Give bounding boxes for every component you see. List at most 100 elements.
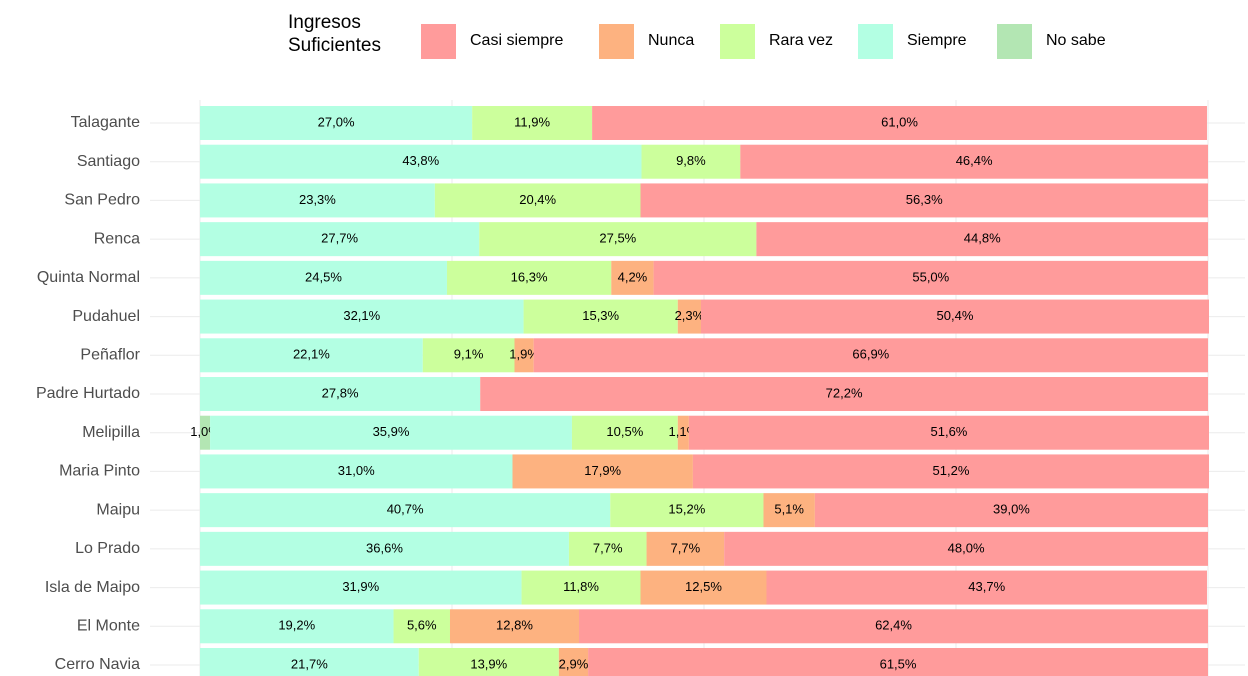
bar-segment <box>200 570 522 605</box>
legend-label: Casi siempre <box>470 32 563 49</box>
value-label: 48,0% <box>948 540 985 555</box>
value-label: 21,7% <box>291 656 328 671</box>
value-label: 4,2% <box>618 269 648 284</box>
value-label: 24,5% <box>305 269 342 284</box>
value-label: 31,0% <box>338 463 375 478</box>
bar-segment <box>756 222 1208 257</box>
y-tick-label: Isla de Maipo <box>45 579 140 596</box>
bar-segment <box>763 493 815 528</box>
y-tick-label: Melipilla <box>82 424 140 441</box>
bar-segment <box>446 260 612 295</box>
bar-segment <box>200 144 642 179</box>
bar-segment <box>814 493 1208 528</box>
bar-segment <box>200 609 394 644</box>
value-label: 15,2% <box>668 502 705 517</box>
value-label: 5,6% <box>407 618 437 633</box>
bar-segment <box>724 531 1208 566</box>
bar-segment <box>514 338 534 373</box>
bar-segment <box>677 299 701 334</box>
value-label: 27,7% <box>321 231 358 246</box>
value-label: 61,5% <box>880 656 917 671</box>
legend-swatch <box>720 24 755 59</box>
value-label: 50,4% <box>937 308 974 323</box>
legend-swatch <box>599 24 634 59</box>
y-tick-label: Lo Prado <box>75 540 140 557</box>
value-label: 43,7% <box>968 579 1005 594</box>
legend-label: No sabe <box>1046 32 1106 49</box>
value-label: 10,5% <box>606 424 643 439</box>
value-label: 27,8% <box>322 385 359 400</box>
bar-segment <box>568 531 647 566</box>
bar-segment <box>688 415 1210 450</box>
bar-segment <box>740 144 1208 179</box>
bar-segment <box>434 183 641 218</box>
value-label: 27,0% <box>318 114 355 129</box>
bar-segment <box>200 222 480 257</box>
legend-title: Ingresos Suficientes <box>288 12 381 56</box>
value-label: 15,3% <box>582 308 619 323</box>
bar-segment <box>588 648 1208 676</box>
bar-segment <box>200 299 524 334</box>
value-label: 44,8% <box>964 231 1001 246</box>
legend-swatch <box>858 24 893 59</box>
bar-segment <box>200 260 447 295</box>
bar-segment <box>200 106 473 140</box>
value-label: 40,7% <box>387 502 424 517</box>
y-tick-label: Maria Pinto <box>59 463 140 480</box>
y-tick-label: Quinta Normal <box>37 269 140 286</box>
bar-segment <box>200 415 211 450</box>
bar-segment <box>472 106 593 140</box>
bar-segment <box>521 570 641 605</box>
bar-segment <box>533 338 1208 373</box>
value-label: 20,4% <box>519 192 556 207</box>
value-label: 35,9% <box>373 424 410 439</box>
y-tick-label: El Monte <box>77 618 140 635</box>
value-label: 11,9% <box>514 114 550 129</box>
bar-segment <box>692 454 1210 489</box>
value-label: 39,0% <box>993 502 1030 517</box>
legend-swatch <box>421 24 456 59</box>
bar-segment <box>200 454 513 489</box>
value-label: 66,9% <box>852 347 889 362</box>
y-tick-label: Talagante <box>71 114 140 131</box>
bar-segment <box>200 377 481 411</box>
bar-segment <box>393 609 450 644</box>
bar-segment <box>571 415 678 450</box>
value-label: 22,1% <box>293 347 330 362</box>
y-tick-label: Peñaflor <box>80 347 140 364</box>
value-label: 72,2% <box>826 385 863 400</box>
bar-segment <box>200 183 435 218</box>
value-label: 1,9% <box>509 347 539 362</box>
bar-segment <box>200 648 419 676</box>
bar-segment <box>449 609 580 644</box>
bar-segment <box>653 260 1208 295</box>
bar-segment <box>611 260 654 295</box>
bar-segment <box>640 183 1208 218</box>
bar-segment <box>200 531 569 566</box>
value-label: 12,5% <box>685 579 722 594</box>
value-label: 46,4% <box>956 153 993 168</box>
bar-segment <box>479 222 757 257</box>
y-tick-label: San Pedro <box>64 192 140 209</box>
bar-segment <box>592 106 1207 140</box>
value-label: 7,7% <box>671 540 701 555</box>
value-label: 13,9% <box>470 656 507 671</box>
value-label: 5,1% <box>774 502 804 517</box>
value-label: 2,9% <box>559 656 589 671</box>
value-label: 23,3% <box>299 192 336 207</box>
bar-segment <box>418 648 559 676</box>
bar-segment <box>210 415 572 450</box>
value-label: 55,0% <box>912 269 949 284</box>
bar-segment <box>640 570 767 605</box>
bar-segment <box>422 338 515 373</box>
bar-segment <box>200 493 611 528</box>
bar-segment <box>700 299 1210 334</box>
value-label: 17,9% <box>584 463 621 478</box>
value-label: 9,1% <box>454 347 484 362</box>
bar-segment <box>480 377 1208 411</box>
value-label: 56,3% <box>906 192 943 207</box>
bar-segment <box>646 531 725 566</box>
value-label: 51,6% <box>931 424 968 439</box>
